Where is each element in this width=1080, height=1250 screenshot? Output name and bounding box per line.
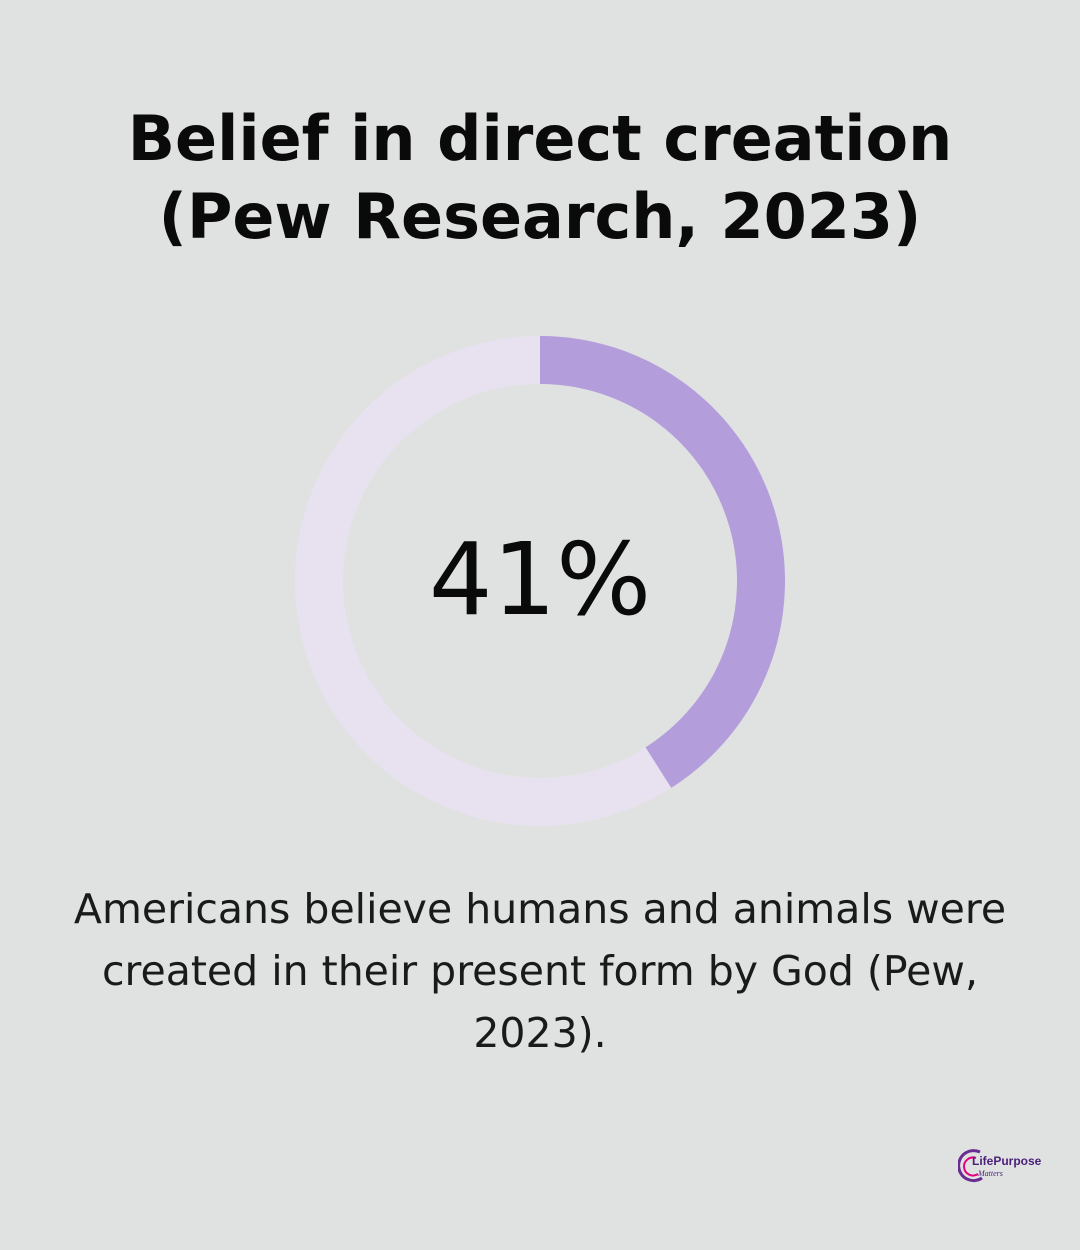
logo-swoosh-icon (958, 1149, 983, 1183)
logo-name: LifePurpose (972, 1154, 1042, 1168)
chart-title-line-2: (Pew Research, 2023) (158, 180, 922, 253)
donut-svg (295, 336, 785, 826)
donut-value-arc (539, 336, 785, 788)
brand-logo: LifePurpose Matters (958, 1146, 1048, 1190)
donut-chart (290, 331, 790, 831)
percentage-value: 41% (428, 521, 652, 638)
chart-caption: Americans believe humans and animals wer… (30, 878, 1050, 1064)
caption-line-3: 2023). (473, 1009, 607, 1057)
chart-title-line-1: Belief in direct creation (127, 102, 953, 175)
caption-line-2: created in their present form by God (Pe… (102, 947, 978, 995)
caption-line-1: Americans believe humans and animals wer… (73, 885, 1007, 933)
chart-title: Belief in direct creation (Pew Research,… (40, 100, 1040, 256)
logo-subtitle: Matters (978, 1169, 1003, 1178)
